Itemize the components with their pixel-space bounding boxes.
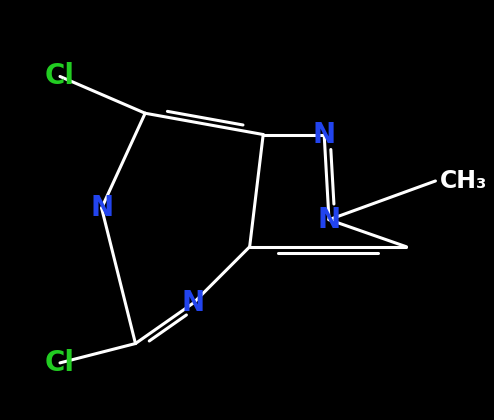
Text: N: N <box>90 194 113 222</box>
Text: N: N <box>182 289 205 317</box>
Text: Cl: Cl <box>45 349 75 377</box>
Text: N: N <box>318 206 340 234</box>
Text: CH₃: CH₃ <box>440 169 488 193</box>
Text: Cl: Cl <box>45 63 75 90</box>
Text: N: N <box>313 121 336 149</box>
